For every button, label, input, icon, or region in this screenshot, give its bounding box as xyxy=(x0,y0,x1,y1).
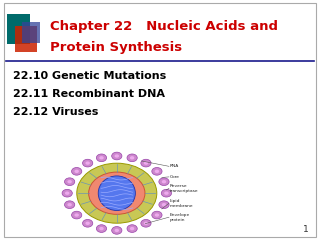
Circle shape xyxy=(115,229,119,232)
Text: Core: Core xyxy=(170,175,180,179)
Circle shape xyxy=(75,213,79,217)
Circle shape xyxy=(83,159,93,167)
Circle shape xyxy=(85,162,90,165)
Circle shape xyxy=(85,222,90,225)
Text: 1: 1 xyxy=(303,225,309,234)
Circle shape xyxy=(130,156,134,160)
Text: RNA: RNA xyxy=(170,164,179,168)
Circle shape xyxy=(155,213,159,217)
Circle shape xyxy=(144,222,148,225)
Circle shape xyxy=(72,168,82,175)
Circle shape xyxy=(99,227,104,230)
Circle shape xyxy=(161,189,172,197)
Text: Chapter 22   Nucleic Acids and: Chapter 22 Nucleic Acids and xyxy=(50,20,278,33)
FancyBboxPatch shape xyxy=(15,26,37,52)
Text: Lipid
membrane: Lipid membrane xyxy=(170,199,193,208)
Circle shape xyxy=(130,227,134,230)
Text: Envelope
protein: Envelope protein xyxy=(170,213,190,222)
Circle shape xyxy=(65,178,75,186)
Circle shape xyxy=(144,162,148,165)
Circle shape xyxy=(159,178,169,186)
Text: 22.10 Genetic Mutations: 22.10 Genetic Mutations xyxy=(13,71,167,81)
Circle shape xyxy=(83,219,93,227)
Ellipse shape xyxy=(98,176,135,210)
Circle shape xyxy=(89,172,145,214)
Circle shape xyxy=(152,211,162,219)
FancyBboxPatch shape xyxy=(7,14,30,44)
Circle shape xyxy=(65,201,75,209)
Circle shape xyxy=(141,219,151,227)
FancyBboxPatch shape xyxy=(22,22,40,43)
Circle shape xyxy=(127,154,137,162)
Circle shape xyxy=(164,192,169,195)
Circle shape xyxy=(152,168,162,175)
Circle shape xyxy=(127,225,137,232)
Circle shape xyxy=(65,192,69,195)
Circle shape xyxy=(112,227,122,234)
Circle shape xyxy=(68,180,72,183)
Text: Reverse
transcriptase: Reverse transcriptase xyxy=(170,184,198,193)
Text: 22.11 Recombinant DNA: 22.11 Recombinant DNA xyxy=(13,89,165,99)
Circle shape xyxy=(72,211,82,219)
Circle shape xyxy=(155,170,159,173)
Circle shape xyxy=(141,159,151,167)
Circle shape xyxy=(75,170,79,173)
Text: 22.12 Viruses: 22.12 Viruses xyxy=(13,107,99,117)
Circle shape xyxy=(112,152,122,160)
Circle shape xyxy=(99,156,104,160)
Circle shape xyxy=(159,201,169,209)
Circle shape xyxy=(115,154,119,158)
Text: Protein Synthesis: Protein Synthesis xyxy=(50,42,182,54)
Circle shape xyxy=(162,180,166,183)
Circle shape xyxy=(96,154,107,162)
Circle shape xyxy=(77,163,157,223)
Circle shape xyxy=(162,203,166,206)
Circle shape xyxy=(62,189,72,197)
Circle shape xyxy=(96,225,107,232)
Circle shape xyxy=(68,203,72,206)
